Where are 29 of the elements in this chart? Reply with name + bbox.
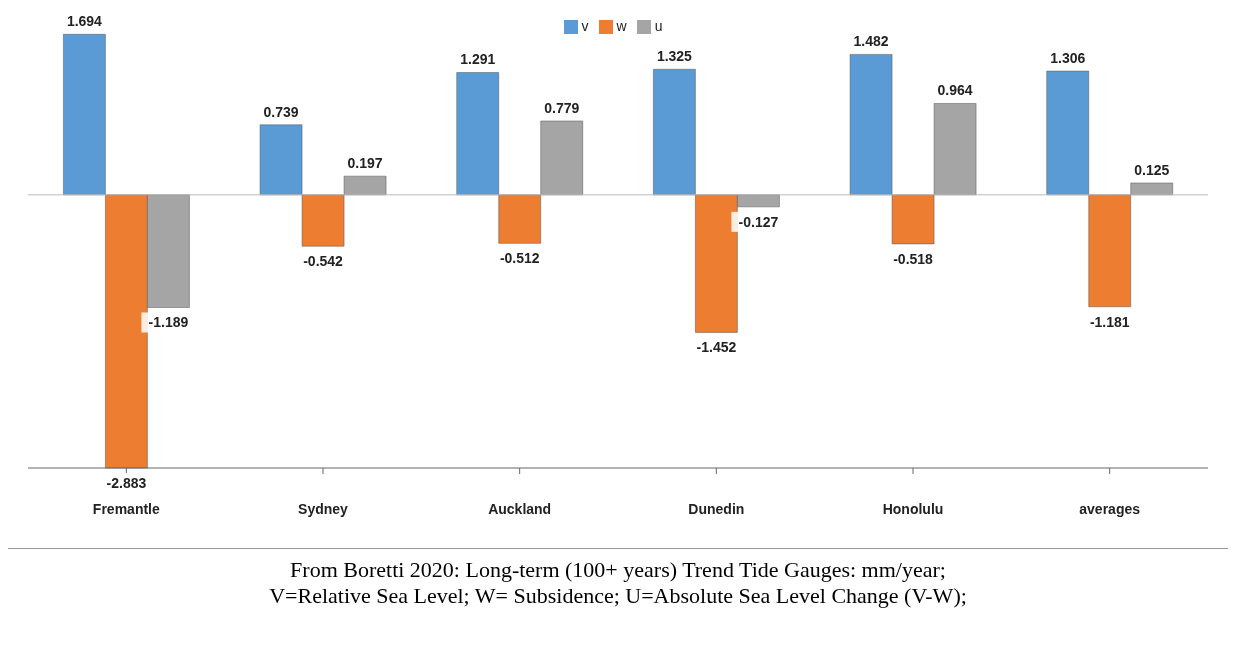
- legend-label: v: [581, 18, 589, 34]
- x-tick-label: Fremantle: [92, 500, 160, 517]
- data-label: 0.779: [544, 100, 580, 116]
- data-label: 0.739: [263, 103, 299, 120]
- text: V=Relative Sea Level; W= Subsidence; U=Absolute Sea Level Change (V-W);: [268, 583, 968, 609]
- data-label: 1.694: [66, 13, 103, 30]
- legend-label: w: [616, 18, 627, 34]
- data-label: 0.197: [347, 155, 383, 172]
- x-tick-label: Dunedin: [688, 500, 745, 517]
- data-label: -0.518: [893, 250, 934, 267]
- legend-label: u: [654, 18, 663, 34]
- data-label: -1.189: [148, 314, 189, 331]
- data-label: 1.306: [1050, 50, 1086, 67]
- data-label: 0.125: [1134, 161, 1170, 178]
- data-label: 1.482: [853, 33, 889, 50]
- data-label: -0.542: [303, 253, 344, 270]
- x-tick-label: averages: [1079, 500, 1141, 517]
- text: From Boretti 2020: Long-term (100+ years) Trend Tide Gauges: mm/year;: [289, 557, 947, 583]
- data-label: -0.512: [499, 250, 540, 267]
- x-tick-label: Sydney: [298, 500, 349, 517]
- x-tick-label: Honolulu: [882, 500, 944, 517]
- data-label: -2.883: [106, 475, 147, 491]
- data-label: 1.325: [656, 48, 693, 65]
- data-label: 1.291: [460, 51, 496, 68]
- data-label: 0.964: [937, 82, 973, 99]
- data-label: -1.452: [696, 339, 737, 356]
- data-label: -1.181: [1089, 313, 1130, 330]
- x-tick-label: Auckland: [488, 500, 552, 517]
- data-label: -0.127: [738, 213, 779, 230]
